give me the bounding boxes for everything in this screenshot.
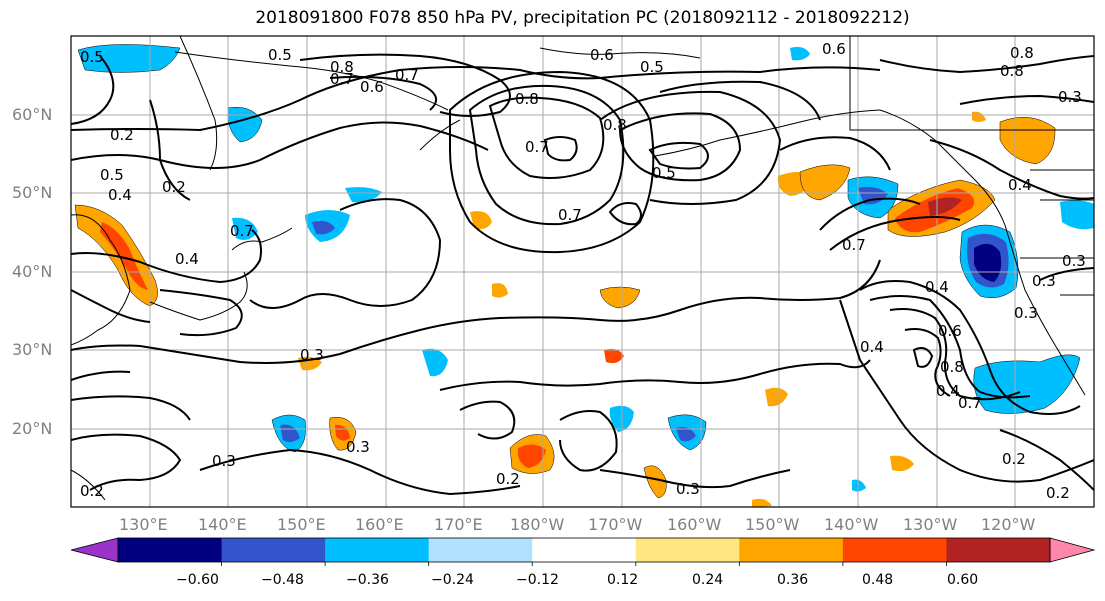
colorbar-tick-label: −0.24 xyxy=(431,572,474,588)
contour-label: 0.5 xyxy=(80,48,104,66)
contour-label: 0.7 xyxy=(230,222,254,240)
contour-label: 0.6 xyxy=(938,322,962,340)
contour-label: 0.6 xyxy=(822,40,846,58)
contour-label: 0.8 xyxy=(1000,62,1024,80)
contour-label: 0.6 xyxy=(360,78,384,96)
contour-label: 0.7 xyxy=(842,236,866,254)
lon-label-160w: 160°W xyxy=(667,515,722,534)
colorbar-tick-label: 0.60 xyxy=(947,572,979,588)
colorbar-tick-label: 0.36 xyxy=(777,572,809,588)
contour-label: 0.5 xyxy=(652,164,676,182)
contour-label: 0.4 xyxy=(936,382,960,400)
lon-label-150e: 150°E xyxy=(277,515,326,534)
contour-label: 0.8 xyxy=(603,116,627,134)
lat-label-20n: 20°N xyxy=(12,419,53,438)
contour-label: 0.2 xyxy=(110,126,134,144)
contour-label: 0.8 xyxy=(940,358,964,376)
contour-label: 0.3 xyxy=(346,438,370,456)
colorbar-segment xyxy=(325,538,430,562)
colorbar-segment xyxy=(118,538,223,562)
lon-label-140w: 140°W xyxy=(824,515,879,534)
contour-label: 0.8 xyxy=(330,58,354,76)
contour-label: 0.2 xyxy=(496,470,520,488)
colorbar-tick-label: 0.48 xyxy=(862,572,894,588)
contour-label: 0.2 xyxy=(1002,450,1026,468)
colorbar-segment xyxy=(532,538,637,562)
contour-label: 0.3 xyxy=(1014,304,1038,322)
contour-label: 0.8 xyxy=(515,90,539,108)
contour-label: 0.4 xyxy=(860,338,884,356)
colorbar-tick-label: −0.36 xyxy=(346,572,389,588)
lon-label-120w: 120°W xyxy=(981,515,1036,534)
lon-label-130e: 130°E xyxy=(119,515,168,534)
colorbar-tick-label: 0.24 xyxy=(692,572,724,588)
lon-label-170w: 170°W xyxy=(588,515,643,534)
contour-label: 0.2 xyxy=(162,178,186,196)
contour-label: 0.2 xyxy=(1046,484,1070,502)
colorbar-segment xyxy=(635,538,740,562)
lat-label-60n: 60°N xyxy=(12,105,53,124)
colorbar-tick-label: 0.12 xyxy=(607,572,639,588)
map-title: 2018091800 F078 850 hPa PV, precipitatio… xyxy=(255,8,910,28)
contour-label: 0.5 xyxy=(268,46,292,64)
colorbar-frame xyxy=(117,537,1051,563)
lon-label-130w: 130°W xyxy=(903,515,958,534)
contour-label: 0.7 xyxy=(525,138,549,156)
lat-label-40n: 40°N xyxy=(12,262,53,281)
lon-label-150w: 150°W xyxy=(745,515,800,534)
contour-label: 0.8 xyxy=(1010,44,1034,62)
contour-label: 0.5 xyxy=(640,58,664,76)
contour-label: 0.7 xyxy=(330,70,354,88)
lon-label-180w: 180°W xyxy=(510,515,565,534)
lat-label-30n: 30°N xyxy=(12,340,53,359)
lon-label-170e: 170°E xyxy=(434,515,483,534)
contour-label: 0.3 xyxy=(1058,88,1082,106)
contour-label: 0.3 xyxy=(676,480,700,498)
colorbar-segment xyxy=(842,538,947,562)
contour-label: 0.3 xyxy=(212,452,236,470)
contour-labels: 0.5 0.8 0.7 0.6 0.5 0.7 0.8 0.8 0.6 0.7 … xyxy=(80,40,1086,502)
contour-label: 0.3 xyxy=(1062,252,1086,270)
contour-label: 0.2 xyxy=(80,482,104,500)
contour-label: 0.3 xyxy=(300,346,324,364)
contour-label: 0.4 xyxy=(108,186,132,204)
contour-label: 0.7 xyxy=(395,66,419,84)
map-frame xyxy=(70,35,1095,508)
contour-label: 0.7 xyxy=(558,206,582,224)
colorbar-segment xyxy=(739,538,844,562)
contour-label: 0.6 xyxy=(590,46,614,64)
colorbar-segment xyxy=(428,538,533,562)
graticule xyxy=(71,36,1094,507)
contour-label: 0.7 xyxy=(958,394,982,412)
lon-label-140e: 140°E xyxy=(198,515,247,534)
colorbar-tick-label: −0.60 xyxy=(176,572,219,588)
colorbar-tick-label: −0.48 xyxy=(261,572,304,588)
lon-label-160e: 160°E xyxy=(355,515,404,534)
contour-label: 0.4 xyxy=(1008,176,1032,194)
colorbar-segment xyxy=(70,537,119,563)
contour-label: 0.3 xyxy=(1032,272,1056,290)
contour-label: 0.5 xyxy=(100,166,124,184)
contour-label: 0.4 xyxy=(925,278,949,296)
colorbar-segment xyxy=(1049,537,1096,563)
contour-label: 0.4 xyxy=(175,250,199,268)
colorbar-segment xyxy=(221,538,326,562)
pv-contours xyxy=(71,53,1094,496)
colorbar-segment xyxy=(946,538,1051,562)
lat-label-50n: 50°N xyxy=(12,183,53,202)
colorbar-tick-label: −0.12 xyxy=(516,572,559,588)
